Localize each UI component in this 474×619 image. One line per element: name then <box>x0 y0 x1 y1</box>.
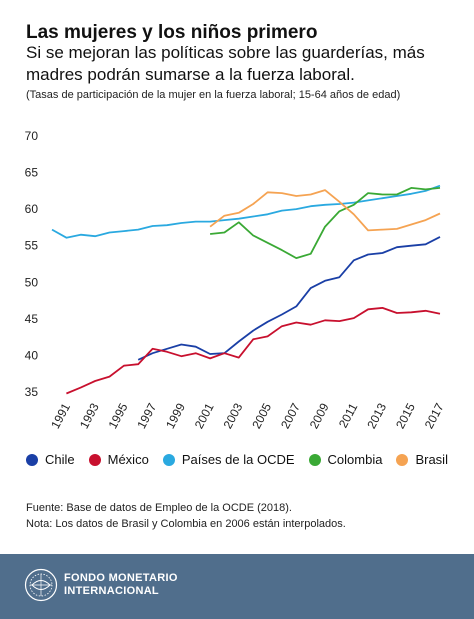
chart-subtitle: Si se mejoran las políticas sobre las gu… <box>26 43 425 84</box>
source-note: Fuente: Base de datos de Empleo de la OC… <box>26 500 346 532</box>
x-tick-label: 1999 <box>163 401 188 431</box>
y-tick-label: 55 <box>25 239 39 253</box>
org-line-2: INTERNACIONAL <box>64 585 159 597</box>
y-tick-label: 40 <box>25 348 39 362</box>
x-tick-label: 2009 <box>307 401 332 431</box>
org-name: FONDO MONETARIO INTERNACIONAL <box>64 572 178 598</box>
x-tick-label: 2013 <box>364 401 389 431</box>
legend-swatch <box>26 453 38 466</box>
legend-label: México <box>107 452 149 467</box>
x-tick-label: 2007 <box>278 401 303 431</box>
x-tick-label: 2005 <box>249 401 274 431</box>
y-tick-label: 60 <box>25 202 39 216</box>
x-tick-label: 1997 <box>134 401 159 431</box>
imf-seal-icon <box>24 568 58 602</box>
y-tick-label: 50 <box>25 275 39 289</box>
source-text: Fuente: Base de datos de Empleo de la OC… <box>26 502 292 514</box>
nota-text: Nota: Los datos de Brasil y Colombia en … <box>26 518 346 530</box>
legend-item: Colombia <box>308 452 383 467</box>
chart-legend: Chile México Países de la OCDE Colombia Bras… <box>26 452 462 467</box>
x-tick-label: 2011 <box>336 401 361 431</box>
footer-bar: FONDO MONETARIO INTERNACIONAL <box>0 554 474 619</box>
series-line-colombia <box>210 187 441 260</box>
series-line-pa-ses-de-la-ocde <box>51 184 441 239</box>
legend-item: Países de la OCDE <box>162 452 295 467</box>
org-line-1: FONDO MONETARIO <box>64 572 178 584</box>
x-tick-label: 1991 <box>48 401 73 431</box>
legend-label: Colombia <box>327 452 383 467</box>
x-tick-label: 2001 <box>192 401 217 431</box>
legend-swatch <box>88 453 101 466</box>
x-tick-label: 2003 <box>221 401 246 431</box>
series-line-m-xico <box>66 306 441 395</box>
y-tick-label: 45 <box>25 312 39 326</box>
line-chart: 35 40 45 50 55 60 65 70 1991 1993 1995 1997 1999 2001… <box>25 129 447 431</box>
series-line-brasil <box>209 189 441 232</box>
y-tick-label: 70 <box>25 129 39 143</box>
x-tick-label: 2017 <box>422 401 447 431</box>
chart-title: Las mujeres y los niños primero <box>26 22 318 43</box>
y-tick-label: 65 <box>25 166 39 180</box>
x-tick-label: 2015 <box>393 401 418 431</box>
legend-item: México <box>88 452 149 467</box>
legend-label: Brasil <box>415 452 448 467</box>
legend-swatch <box>308 453 321 466</box>
x-tick-label: 1993 <box>77 401 102 431</box>
legend-label: Países de la OCDE <box>181 452 295 467</box>
x-tick-label: 1995 <box>106 401 131 431</box>
series-line-chile <box>137 236 441 361</box>
legend-swatch <box>162 453 175 466</box>
legend-swatch <box>396 453 409 466</box>
legend-item: Chile <box>26 452 75 467</box>
y-tick-label: 35 <box>25 385 39 399</box>
chart-note: (Tasas de participación de la mujer en l… <box>26 89 401 101</box>
legend-label: Chile <box>45 452 75 467</box>
legend-item: Brasil <box>396 452 448 467</box>
